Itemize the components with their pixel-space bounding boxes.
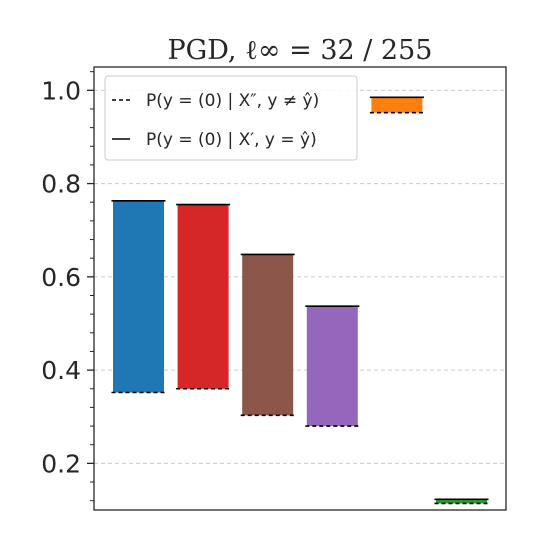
bar: [306, 306, 358, 427]
bar: [436, 499, 487, 504]
bar: [242, 254, 294, 416]
plot-frame: [93, 66, 507, 511]
legend: P(y = (0) | X″, y ≠ ŷ) P(y = (0) | X′, y…: [104, 75, 358, 161]
y-tick-label: 0.4: [41, 356, 81, 385]
bar-layer: [111, 96, 489, 505]
bar: [371, 97, 423, 113]
bar: [113, 200, 164, 393]
legend-box: [104, 75, 358, 161]
y-tick-label: 1.0: [41, 76, 81, 105]
legend-label-dashed: P(y = (0) | X″, y ≠ ŷ): [146, 91, 319, 111]
y-tick-label: 0.6: [41, 263, 81, 292]
bar: [177, 204, 229, 389]
legend-label-solid: P(y = (0) | X′, y = ŷ): [146, 130, 317, 150]
chart-title: PGD, ℓ∞ = 32 / 255: [168, 35, 433, 66]
y-tick-label: 0.8: [41, 170, 81, 199]
y-tick-label: 0.2: [41, 449, 81, 478]
y-axis: 0.2 0.4 0.6 0.8 1.0: [41, 71, 94, 502]
grid-layer: [94, 89, 506, 464]
